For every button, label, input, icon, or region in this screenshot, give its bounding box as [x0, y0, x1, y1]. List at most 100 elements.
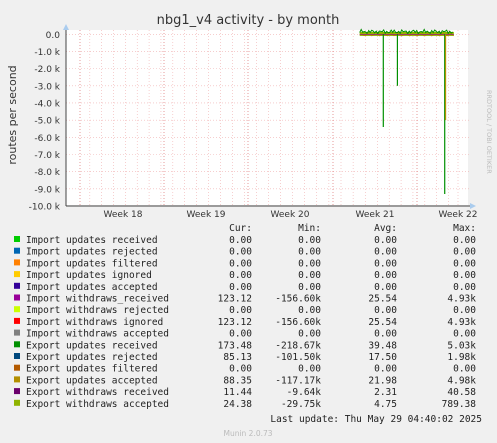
- legend-value: 88.35: [223, 375, 252, 386]
- munin-version: Munin 2.0.73: [223, 429, 272, 438]
- y-tick-label: -1.0 k: [34, 48, 60, 58]
- grid: [66, 30, 470, 207]
- y-tick-label: -8.0 k: [34, 168, 60, 178]
- y-tick-label: -6.0 k: [34, 134, 60, 144]
- plot-area: [66, 30, 468, 205]
- legend-value: 789.38: [442, 399, 477, 410]
- legend-value: 4.75: [374, 399, 397, 410]
- legend-header: Min:: [298, 223, 321, 234]
- legend-value: 1.98k: [447, 352, 476, 363]
- legend-label: Export updates received: [26, 340, 158, 351]
- legend-label: Import updates filtered: [26, 258, 158, 269]
- y-ticks: 0.0 -1.0 k -2.0 k -3.0 k -4.0 k -5.0 k -6.0 k -…: [29, 31, 61, 213]
- legend-header: Avg:: [374, 223, 397, 234]
- legend-value: 0.00: [374, 247, 397, 258]
- legend-value: -156.60k: [275, 294, 321, 305]
- legend-value: 0.00: [374, 329, 397, 340]
- legend-value: 0.00: [374, 282, 397, 293]
- legend-value: 0.00: [374, 270, 397, 281]
- legend-value: 25.54: [368, 294, 397, 305]
- legend-label: Import withdraws_received: [26, 294, 169, 305]
- legend-swatch: [14, 388, 20, 395]
- legend-value: -101.50k: [275, 352, 321, 363]
- legend-label: Export updates filtered: [26, 364, 158, 375]
- legend-value: 0.00: [298, 235, 321, 246]
- legend-value: 0.00: [298, 329, 321, 340]
- legend-value: 0.00: [229, 258, 252, 269]
- x-axis-arrow: [470, 203, 476, 209]
- x-tick-label: Week 19: [187, 210, 226, 220]
- legend-value: 0.00: [229, 247, 252, 258]
- legend-value: 5.03k: [447, 340, 476, 351]
- legend-value: 0.00: [298, 258, 321, 269]
- legend-header: Cur:: [229, 223, 252, 234]
- legend-value: 123.12: [218, 317, 252, 328]
- legend-value: 0.00: [453, 305, 476, 316]
- legend-value: 40.58: [447, 387, 476, 398]
- legend-value: 4.98k: [447, 375, 476, 386]
- legend-label: Import updates received: [26, 235, 158, 246]
- legend-header: Max:: [453, 223, 476, 234]
- legend-value: 21.98: [368, 375, 397, 386]
- legend-label: Import updates ignored: [26, 270, 152, 281]
- legend-swatch: [14, 282, 20, 289]
- legend-value: 4.93k: [447, 294, 476, 305]
- legend-value: 0.00: [229, 364, 252, 375]
- legend-value: -29.75k: [281, 399, 321, 410]
- legend-value: 0.00: [229, 270, 252, 281]
- legend-value: -156.60k: [275, 317, 321, 328]
- legend-label: Export withdraws accepted: [26, 399, 169, 410]
- legend-value: -218.67k: [275, 340, 321, 351]
- y-axis-arrow: [63, 24, 69, 30]
- legend-value: 39.48: [368, 340, 397, 351]
- legend-value: 25.54: [368, 317, 397, 328]
- legend-swatch: [14, 247, 20, 254]
- legend-value: 173.48: [218, 340, 253, 351]
- y-tick-label: -7.0 k: [34, 151, 60, 161]
- chart-title: nbg1_v4 activity - by month: [157, 13, 340, 28]
- legend-label: Import withdraws accepted: [26, 329, 169, 340]
- legend-value: -9.64k: [287, 387, 322, 398]
- x-tick-label: Week 22: [439, 210, 478, 220]
- y-tick-label: -2.0 k: [34, 65, 60, 75]
- x-tick-label: Week 20: [271, 210, 310, 220]
- legend: Cur: Min: Avg: Max: Import updates received 0…: [14, 223, 476, 410]
- y-axis-label: routes per second: [6, 65, 19, 164]
- legend-value: 2.31: [374, 387, 397, 398]
- series-line-upper: [359, 28, 453, 35]
- legend-value: 0.00: [374, 305, 397, 316]
- legend-value: 0.00: [298, 282, 321, 293]
- rrdtool-watermark: RRDTOOL / TOBI OETIKER: [485, 90, 493, 174]
- legend-label: Export withdraws received: [26, 387, 169, 398]
- legend-value: 0.00: [453, 247, 476, 258]
- y-tick-label: -5.0 k: [34, 117, 60, 127]
- legend-value: 0.00: [298, 305, 321, 316]
- legend-swatch: [14, 271, 20, 278]
- legend-value: 0.00: [453, 258, 476, 269]
- legend-swatch: [14, 329, 20, 336]
- y-tick-label: -4.0 k: [34, 99, 60, 109]
- legend-value: 11.44: [223, 387, 252, 398]
- legend-label: Export updates accepted: [26, 375, 158, 386]
- legend-swatch: [14, 353, 20, 359]
- legend-value: 0.00: [453, 282, 476, 293]
- legend-swatch: [14, 306, 20, 313]
- y-tick-label: -3.0 k: [34, 82, 60, 92]
- y-tick-label: -9.0 k: [34, 185, 60, 195]
- legend-value: 123.12: [218, 294, 252, 305]
- legend-swatch: [14, 236, 20, 242]
- legend-value: 0.00: [453, 270, 476, 281]
- legend-swatch: [14, 399, 20, 406]
- legend-value: 85.13: [223, 352, 252, 363]
- y-tick-label: -10.0 k: [29, 203, 61, 213]
- x-tick-label: Week 18: [104, 210, 143, 220]
- legend-label: Import updates accepted: [26, 282, 158, 293]
- legend-swatch: [14, 294, 20, 301]
- legend-value: 0.00: [229, 282, 252, 293]
- legend-value: 0.00: [229, 235, 252, 246]
- legend-value: 0.00: [229, 329, 252, 340]
- legend-value: 0.00: [453, 364, 476, 375]
- legend-value: 0.00: [298, 270, 321, 281]
- legend-swatch: [14, 341, 20, 348]
